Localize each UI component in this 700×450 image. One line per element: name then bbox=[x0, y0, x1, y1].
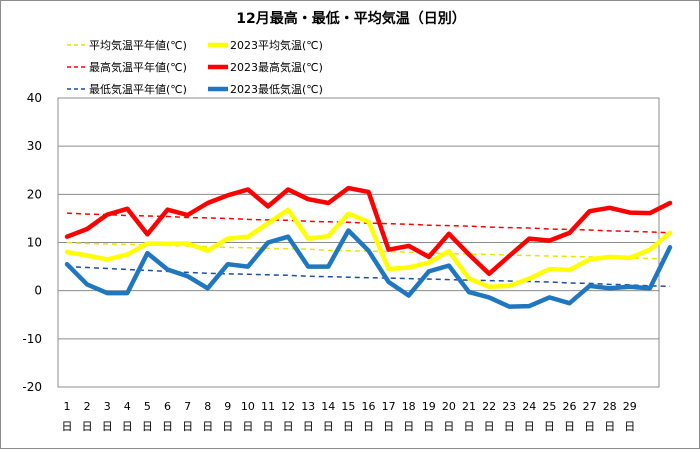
x-tick-label: 13 bbox=[301, 400, 315, 413]
x-tick-label: 16 bbox=[362, 400, 376, 413]
x-tick-suffix: 日 bbox=[202, 420, 213, 433]
x-tick-label: 14 bbox=[321, 400, 335, 413]
x-tick-suffix: 日 bbox=[303, 420, 314, 433]
legend-label: 最低気温平年値(℃) bbox=[89, 82, 187, 96]
x-tick-label: 7 bbox=[184, 400, 191, 413]
y-tick-label: 0 bbox=[34, 284, 42, 298]
x-tick-suffix: 日 bbox=[484, 420, 495, 433]
y-axis: 40 30 20 10 0 -10 -20 bbox=[22, 91, 42, 394]
series-line-5 bbox=[66, 265, 671, 288]
y-tick-label: -10 bbox=[22, 332, 42, 346]
x-tick-suffix: 日 bbox=[222, 420, 233, 433]
x-tick-suffix: 日 bbox=[363, 420, 374, 433]
x-axis: 1日2日3日4日5日6日7日8日9日10日11日12日13日14日15日16日1… bbox=[62, 400, 637, 433]
x-tick-suffix: 日 bbox=[343, 420, 354, 433]
x-tick-label: 10 bbox=[241, 400, 255, 413]
x-tick-label: 12 bbox=[281, 400, 295, 413]
series-line-4 bbox=[64, 185, 673, 277]
x-tick-label: 22 bbox=[482, 400, 496, 413]
x-tick-suffix: 日 bbox=[323, 420, 334, 433]
x-tick-label: 29 bbox=[623, 400, 637, 413]
x-tick-label: 26 bbox=[563, 400, 577, 413]
x-tick-label: 2 bbox=[84, 400, 91, 413]
x-tick-label: 21 bbox=[462, 400, 476, 413]
series-line-6 bbox=[64, 228, 673, 309]
x-tick-suffix: 日 bbox=[584, 420, 595, 433]
x-tick-suffix: 日 bbox=[544, 420, 555, 433]
chart-title: 12月最高・最低・平均気温（日別） bbox=[236, 10, 465, 27]
x-tick-label: 24 bbox=[522, 400, 536, 413]
x-tick-label: 23 bbox=[502, 400, 516, 413]
x-tick-label: 1 bbox=[64, 400, 71, 413]
legend-label: 2023最高気温(℃) bbox=[230, 60, 323, 74]
x-tick-suffix: 日 bbox=[524, 420, 535, 433]
x-tick-label: 25 bbox=[542, 400, 556, 413]
x-tick-suffix: 日 bbox=[604, 420, 615, 433]
x-tick-suffix: 日 bbox=[624, 420, 635, 433]
series-group bbox=[64, 185, 673, 309]
x-tick-suffix: 日 bbox=[242, 420, 253, 433]
x-tick-label: 17 bbox=[382, 400, 396, 413]
grid bbox=[57, 97, 660, 388]
x-tick-label: 20 bbox=[442, 400, 456, 413]
x-tick-label: 11 bbox=[261, 400, 275, 413]
x-tick-suffix: 日 bbox=[122, 420, 133, 433]
x-tick-label: 9 bbox=[224, 400, 231, 413]
y-tick-label: 30 bbox=[27, 139, 42, 153]
x-tick-suffix: 日 bbox=[102, 420, 113, 433]
legend-label: 最高気温平年値(℃) bbox=[89, 60, 187, 74]
x-tick-label: 5 bbox=[144, 400, 151, 413]
x-tick-suffix: 日 bbox=[464, 420, 475, 433]
series-line-2 bbox=[64, 207, 673, 290]
x-tick-suffix: 日 bbox=[162, 420, 173, 433]
legend-label: 2023最低気温(℃) bbox=[230, 82, 323, 96]
x-tick-suffix: 日 bbox=[182, 420, 193, 433]
x-tick-suffix: 日 bbox=[564, 420, 575, 433]
x-tick-suffix: 日 bbox=[403, 420, 414, 433]
y-tick-label: 40 bbox=[27, 91, 42, 105]
x-tick-suffix: 日 bbox=[263, 420, 274, 433]
x-tick-suffix: 日 bbox=[504, 420, 515, 433]
x-tick-label: 6 bbox=[164, 400, 171, 413]
y-tick-label: 10 bbox=[27, 236, 42, 250]
x-tick-suffix: 日 bbox=[62, 420, 73, 433]
x-tick-label: 4 bbox=[124, 400, 131, 413]
x-tick-suffix: 日 bbox=[283, 420, 294, 433]
x-tick-label: 3 bbox=[104, 400, 111, 413]
y-tick-label: 20 bbox=[27, 187, 42, 201]
x-tick-label: 28 bbox=[603, 400, 617, 413]
x-tick-label: 18 bbox=[402, 400, 416, 413]
x-tick-label: 8 bbox=[204, 400, 211, 413]
x-tick-suffix: 日 bbox=[383, 420, 394, 433]
x-tick-label: 27 bbox=[583, 400, 597, 413]
legend-label: 平均気温平年値(℃) bbox=[89, 38, 187, 52]
x-tick-suffix: 日 bbox=[443, 420, 454, 433]
x-tick-suffix: 日 bbox=[423, 420, 434, 433]
legend-label: 2023平均気温(℃) bbox=[230, 38, 323, 52]
legend: 平均気温平年値(℃) 2023平均気温(℃) 最高気温平年値(℃) 2023最高気温(… bbox=[67, 38, 323, 96]
x-tick-label: 15 bbox=[341, 400, 355, 413]
x-tick-label: 19 bbox=[422, 400, 436, 413]
y-tick-label: -20 bbox=[22, 380, 42, 394]
x-tick-suffix: 日 bbox=[82, 420, 93, 433]
x-tick-suffix: 日 bbox=[142, 420, 153, 433]
